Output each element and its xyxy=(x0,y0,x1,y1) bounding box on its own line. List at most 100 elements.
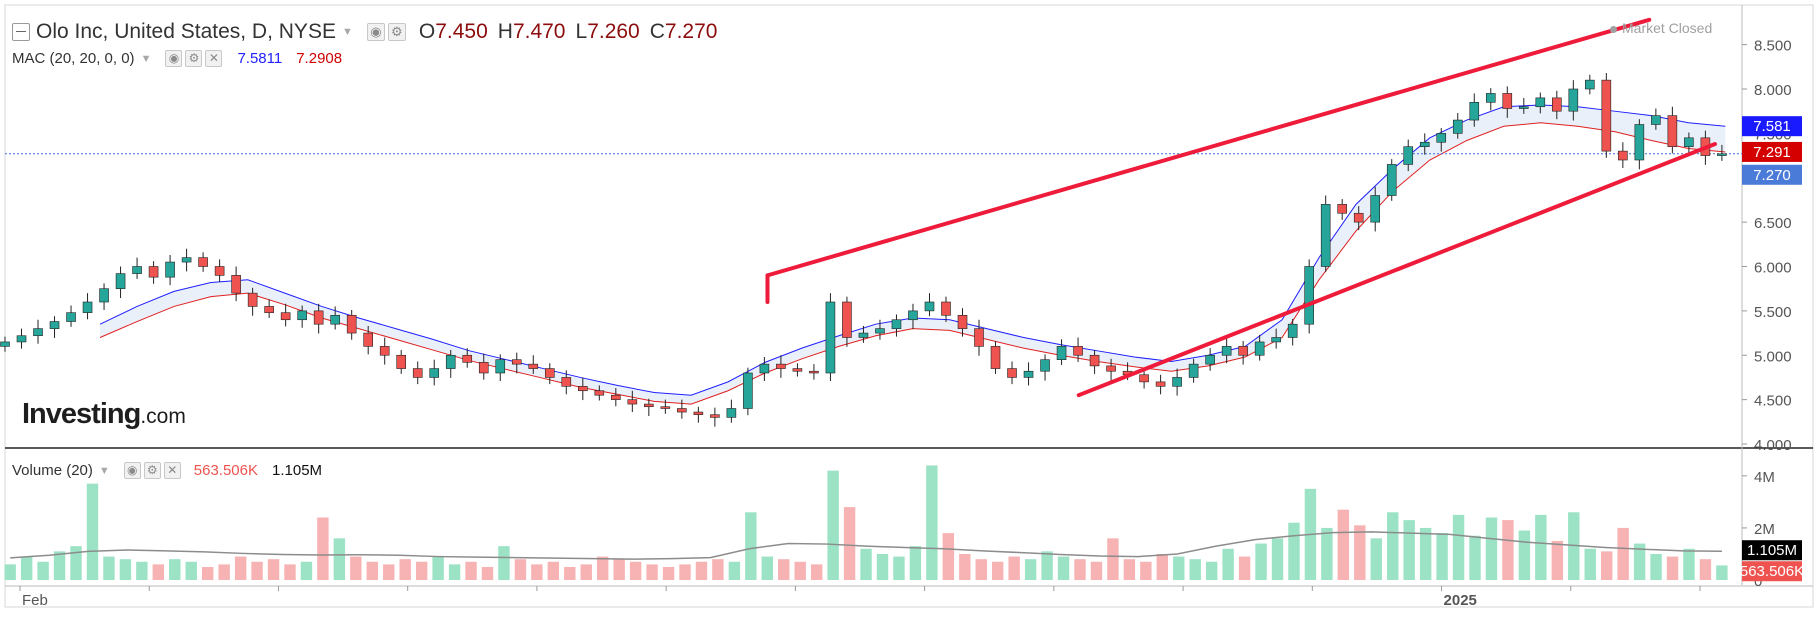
eye-icon[interactable]: ◉ xyxy=(165,50,183,67)
candle-body xyxy=(214,266,225,276)
volume-bar xyxy=(810,564,823,580)
gear-icon[interactable]: ⚙ xyxy=(185,50,203,67)
candle-body xyxy=(743,372,753,409)
volume-bar xyxy=(1271,538,1284,580)
eye-icon[interactable]: ◉ xyxy=(366,23,385,41)
close-value: 7.270 xyxy=(664,20,718,43)
close-icon[interactable]: ✕ xyxy=(205,50,223,67)
volume-bar xyxy=(728,561,741,580)
candle-body xyxy=(544,368,555,378)
price-tick-label: 8.500 xyxy=(1754,38,1792,55)
volume-bar xyxy=(1551,540,1564,580)
candle-body xyxy=(1254,341,1265,356)
candle-body xyxy=(611,394,621,400)
chevron-down-icon[interactable]: ▼ xyxy=(341,26,353,38)
price-tick-label: 4.500 xyxy=(1754,393,1792,410)
candle-body xyxy=(1601,79,1612,152)
volume-bar xyxy=(794,561,806,580)
candle-body xyxy=(1485,93,1496,103)
trend-channel-lower-line[interactable] xyxy=(1076,142,1717,398)
volume-bar xyxy=(1222,548,1234,580)
volume-bar xyxy=(1666,556,1679,580)
volume-bar xyxy=(1568,512,1580,580)
volume-bar xyxy=(317,517,329,580)
volume-bar xyxy=(1485,517,1498,580)
candle-body xyxy=(1386,164,1397,196)
mac-upper-price-tag: 7.581 xyxy=(1753,118,1791,135)
candle-body xyxy=(82,301,93,313)
mac-indicator-legend: MAC (20, 20, 0, 0) ▼ ◉ ⚙ ✕ 7.5811 7.2908 xyxy=(12,50,342,67)
volume-bar xyxy=(827,470,839,580)
gear-icon[interactable]: ⚙ xyxy=(143,462,161,479)
candle-body xyxy=(1320,204,1331,267)
price-tick-label: 5.500 xyxy=(1754,304,1792,321)
volume-bar xyxy=(20,556,33,580)
volume-tick-label: 2M xyxy=(1754,521,1775,538)
volume-bar xyxy=(1041,551,1053,580)
candle-body xyxy=(0,341,10,347)
candle-body xyxy=(1419,141,1430,147)
candle-body xyxy=(379,346,390,356)
volume-bar xyxy=(251,561,263,580)
candle-body xyxy=(677,408,687,413)
trend-channel-upper-line[interactable] xyxy=(765,17,1652,278)
candle-body xyxy=(16,335,27,343)
volume-bar xyxy=(975,559,987,580)
close-icon[interactable]: ✕ xyxy=(163,462,181,479)
volume-bar xyxy=(498,546,510,580)
chevron-down-icon[interactable]: ▼ xyxy=(140,52,152,65)
volume-last-tag-bg xyxy=(1742,561,1802,582)
gear-icon[interactable]: ⚙ xyxy=(387,23,406,41)
candle-body xyxy=(825,301,836,374)
volume-bar xyxy=(1502,520,1514,580)
candle-body xyxy=(231,275,241,294)
candle-body xyxy=(924,301,935,312)
volume-average-line xyxy=(10,531,1722,560)
candle-body xyxy=(66,312,76,322)
candle-body xyxy=(528,363,539,369)
candle-body xyxy=(990,346,1001,369)
candle-body xyxy=(1221,346,1232,356)
volume-bar xyxy=(1140,561,1152,580)
candle-body xyxy=(1155,381,1166,387)
volume-bar xyxy=(1535,514,1547,580)
collapse-legend-button[interactable] xyxy=(12,23,30,41)
volume-bar xyxy=(629,561,642,580)
volume-bar xyxy=(1370,538,1382,580)
volume-bar xyxy=(1173,556,1185,580)
candle-body xyxy=(1535,97,1546,108)
candle-body xyxy=(1684,137,1694,147)
candle-body xyxy=(511,359,522,365)
volume-bar xyxy=(695,561,708,580)
volume-bar xyxy=(1057,556,1070,580)
volume-bar xyxy=(596,556,609,580)
candle-body xyxy=(313,310,324,325)
candle-body xyxy=(660,406,671,409)
candle-body xyxy=(1040,359,1050,372)
volume-bar xyxy=(103,556,115,580)
volume-bar xyxy=(876,553,889,580)
candle-body xyxy=(1353,212,1364,223)
volume-last-tag: 563.506K xyxy=(1740,563,1804,580)
price-tick-label: 6.500 xyxy=(1754,215,1792,232)
candle-body xyxy=(644,403,654,408)
eye-icon[interactable]: ◉ xyxy=(123,462,141,479)
candle-body xyxy=(1403,146,1414,165)
candle-body xyxy=(49,321,60,329)
chevron-down-icon[interactable]: ▼ xyxy=(98,464,110,477)
trend-channel-layer xyxy=(765,17,1717,398)
candle-body xyxy=(297,310,307,321)
mac-indicator-label: MAC (20, 20, 0, 0) xyxy=(12,50,135,67)
candle-body xyxy=(809,370,819,374)
volume-bar xyxy=(1255,543,1267,580)
candle-body xyxy=(181,257,192,263)
volume-bar xyxy=(564,566,576,580)
volume-bar xyxy=(712,559,724,580)
candle-body xyxy=(908,310,918,321)
market-status-text: Market Closed xyxy=(1622,20,1713,36)
volume-bar xyxy=(37,561,49,580)
mac-lower-line xyxy=(99,122,1726,405)
volume-bar xyxy=(1699,559,1712,580)
market-status: Market Closed xyxy=(1610,20,1712,36)
